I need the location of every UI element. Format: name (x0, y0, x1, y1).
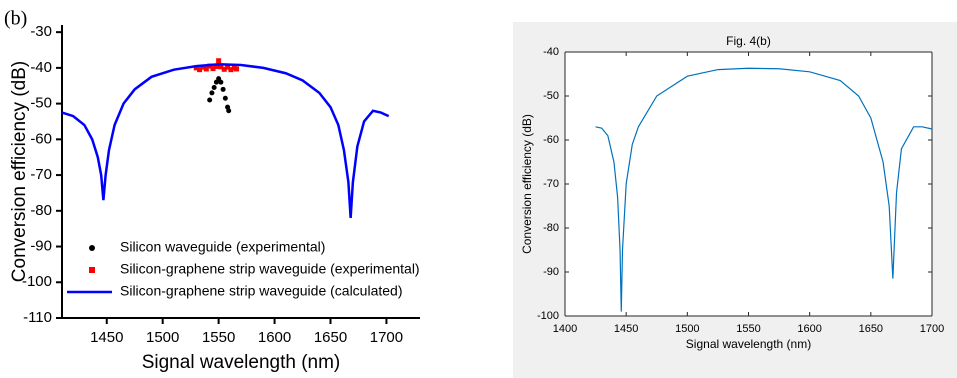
data-point (209, 90, 215, 96)
data-line (595, 67, 933, 312)
x-tick-label: 1550 (736, 323, 760, 335)
data-line (61, 63, 390, 219)
data-point (234, 66, 240, 72)
data-point (203, 66, 209, 72)
y-tick-label: -90 (30, 238, 52, 255)
y-tick-label: -30 (30, 23, 52, 40)
y-tick-label: -50 (543, 90, 559, 102)
x-tick-label: 1700 (370, 329, 403, 346)
legend-label: Silicon waveguide (experimental) (120, 239, 325, 255)
data-point (220, 86, 226, 92)
y-tick-label: -100 (22, 273, 52, 290)
data-point (207, 97, 213, 103)
y-tick-label: -60 (543, 134, 559, 146)
x-tick-label: 1600 (797, 323, 821, 335)
y-tick-label: -70 (30, 166, 52, 183)
x-tick-label: 1600 (258, 329, 291, 346)
x-axis-label: Signal wavelength (nm) (686, 337, 811, 351)
x-tick-label: 1650 (859, 323, 883, 335)
data-point (213, 79, 219, 85)
y-tick-label: -100 (537, 310, 559, 322)
x-tick-label: 1650 (314, 329, 347, 346)
data-point (228, 67, 234, 73)
y-tick-label: -80 (30, 202, 52, 219)
y-tick-label: -40 (30, 59, 52, 76)
panel-label: (b) (4, 8, 27, 30)
y-tick-label: -40 (543, 46, 559, 58)
data-point (193, 65, 199, 71)
data-point (226, 108, 232, 114)
legend-label: Silicon-graphene strip waveguide (experi… (120, 261, 420, 277)
data-point (200, 64, 206, 70)
x-tick-label: 1500 (675, 323, 699, 335)
y-tick-label: -80 (543, 222, 559, 234)
data-point (225, 64, 231, 70)
x-tick-label: 1700 (920, 323, 944, 335)
data-point (221, 66, 227, 72)
x-tick-label: 1500 (146, 329, 179, 346)
data-point (211, 85, 217, 91)
y-axis-label: Conversion efficiency (dB) (9, 61, 30, 282)
x-tick-label: 1550 (202, 329, 235, 346)
data-point (216, 58, 222, 64)
data-point (218, 79, 224, 85)
legend-marker (89, 245, 95, 251)
data-point (210, 66, 216, 72)
y-tick-label: -110 (23, 309, 52, 326)
legend-marker (89, 267, 95, 273)
legend-label: Silicon-graphene strip waveguide (calcul… (120, 283, 403, 299)
data-point (222, 95, 228, 101)
data-point (213, 63, 219, 69)
chart-title: Fig. 4(b) (726, 34, 771, 48)
y-tick-label: -50 (30, 95, 52, 112)
data-point (216, 76, 222, 82)
x-tick-label: 1450 (614, 323, 638, 335)
x-axis-label: Signal wavelength (nm) (142, 352, 341, 373)
x-tick-label: 1400 (553, 323, 577, 335)
data-point (218, 64, 224, 70)
y-tick-label: -60 (30, 130, 52, 147)
y-axis-label: Conversion efficiency (dB) (520, 114, 534, 254)
y-tick-label: -90 (543, 266, 559, 278)
x-tick-label: 1450 (90, 329, 123, 346)
y-tick-label: -70 (543, 178, 559, 190)
data-point (197, 67, 203, 73)
